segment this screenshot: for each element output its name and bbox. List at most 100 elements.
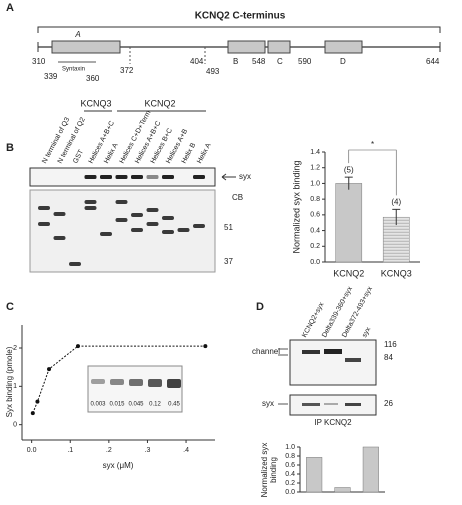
x-tick-label: KCNQ3 [381, 268, 412, 278]
syx-label: syx [262, 399, 274, 408]
inset-blot [87, 365, 183, 413]
inset-lane-label: 0.45 [168, 402, 180, 408]
syx-label: syx [239, 172, 251, 181]
group-label: KCNQ2 [144, 98, 175, 108]
helix-label: B [233, 57, 238, 66]
y-tick-label: 0.8 [310, 196, 320, 203]
arrow [278, 348, 288, 356]
y-axis-label: Normalized syx binding [260, 442, 278, 498]
band [84, 200, 97, 204]
group-label: KCNQ3 [80, 98, 111, 108]
band [110, 379, 124, 385]
blot [289, 339, 377, 386]
y-tick-label: 1.4 [310, 149, 320, 156]
band [345, 358, 361, 362]
x-tick-label: .4 [183, 447, 189, 454]
inset-lane-label: 0.003 [90, 402, 106, 408]
x-tick-label: .3 [145, 447, 151, 454]
y-tick-label: 0.0 [285, 489, 295, 496]
channel-label: channel [252, 347, 280, 356]
band [302, 403, 320, 406]
band [167, 379, 181, 388]
lane-label: Helix B [181, 142, 198, 165]
helix-label: A [74, 30, 80, 39]
residue-number: 493 [206, 67, 220, 76]
residue-number: 548 [252, 57, 266, 66]
point [30, 411, 35, 416]
syntaxin-label: Syntaxin [62, 67, 85, 73]
x-tick-label: .1 [67, 447, 73, 454]
y-tick-label: 1.2 [310, 165, 320, 172]
lane-label: syx [361, 326, 372, 339]
y-tick-label: 0.2 [285, 480, 295, 487]
y-tick-label: 0.6 [285, 462, 295, 469]
band [146, 208, 159, 212]
bracket [37, 26, 441, 33]
mw-marker: 51 [224, 223, 233, 232]
band [146, 175, 159, 179]
band [100, 232, 112, 236]
inset-lane-label: 0.015 [109, 402, 125, 408]
bar [306, 457, 323, 493]
band [69, 262, 81, 266]
x-axis-label: syx (μM) [103, 461, 134, 470]
helix-box [227, 40, 266, 54]
helix-label: D [340, 57, 346, 66]
residue-number: 644 [426, 57, 440, 66]
helix-box [267, 40, 291, 54]
helix-label: C [277, 57, 283, 66]
arrow [221, 173, 236, 181]
y-tick-label: 1 [13, 383, 17, 390]
panel-label: D [256, 301, 264, 313]
significance-bracket [348, 149, 397, 196]
residue-number: 590 [298, 57, 312, 66]
band [115, 175, 128, 179]
helix-box [324, 40, 363, 54]
band [53, 212, 66, 216]
band [100, 175, 112, 179]
residue-number: 372 [120, 66, 134, 75]
band [115, 218, 128, 222]
mw-marker: 37 [224, 257, 233, 266]
helix-box [51, 40, 121, 54]
panel-label: B [6, 142, 14, 154]
bar [335, 183, 363, 263]
y-tick-label: 1.0 [285, 444, 295, 451]
inset-lane-label: 0.045 [128, 402, 144, 408]
mw-marker: 84 [384, 353, 393, 362]
band [131, 175, 143, 179]
x-tick-label: KCNQ2 [333, 268, 364, 278]
panel-label: C [6, 301, 14, 313]
y-tick-label: 2 [13, 345, 17, 352]
inset-lane-label: 0.12 [149, 402, 161, 408]
mw-marker: 26 [384, 399, 393, 408]
y-tick-label: 0.0 [310, 259, 320, 266]
residue-number: 404 [190, 57, 204, 66]
lane-label: GST [72, 148, 85, 165]
point [75, 344, 80, 349]
band [193, 224, 205, 228]
band [162, 175, 174, 179]
band [162, 230, 174, 234]
lane-label: Helix A [196, 142, 213, 165]
band [146, 222, 159, 226]
bar [334, 487, 351, 493]
y-tick-label: 0.2 [310, 243, 320, 250]
band [84, 175, 97, 179]
bar [362, 446, 379, 493]
panel-label: A [6, 2, 14, 14]
band [345, 403, 361, 406]
band [131, 228, 143, 232]
residue-number: 310 [32, 57, 46, 66]
y-tick-label: 0 [13, 422, 17, 429]
point [47, 367, 52, 372]
lane-label: Helix A [103, 142, 120, 165]
band [84, 206, 97, 210]
annotation: (5) [344, 165, 354, 174]
band [324, 349, 342, 354]
band [115, 200, 128, 204]
annotation: * [371, 140, 374, 149]
y-tick-label: 0.4 [285, 471, 295, 478]
x-tick-label: 0.0 [27, 447, 37, 454]
